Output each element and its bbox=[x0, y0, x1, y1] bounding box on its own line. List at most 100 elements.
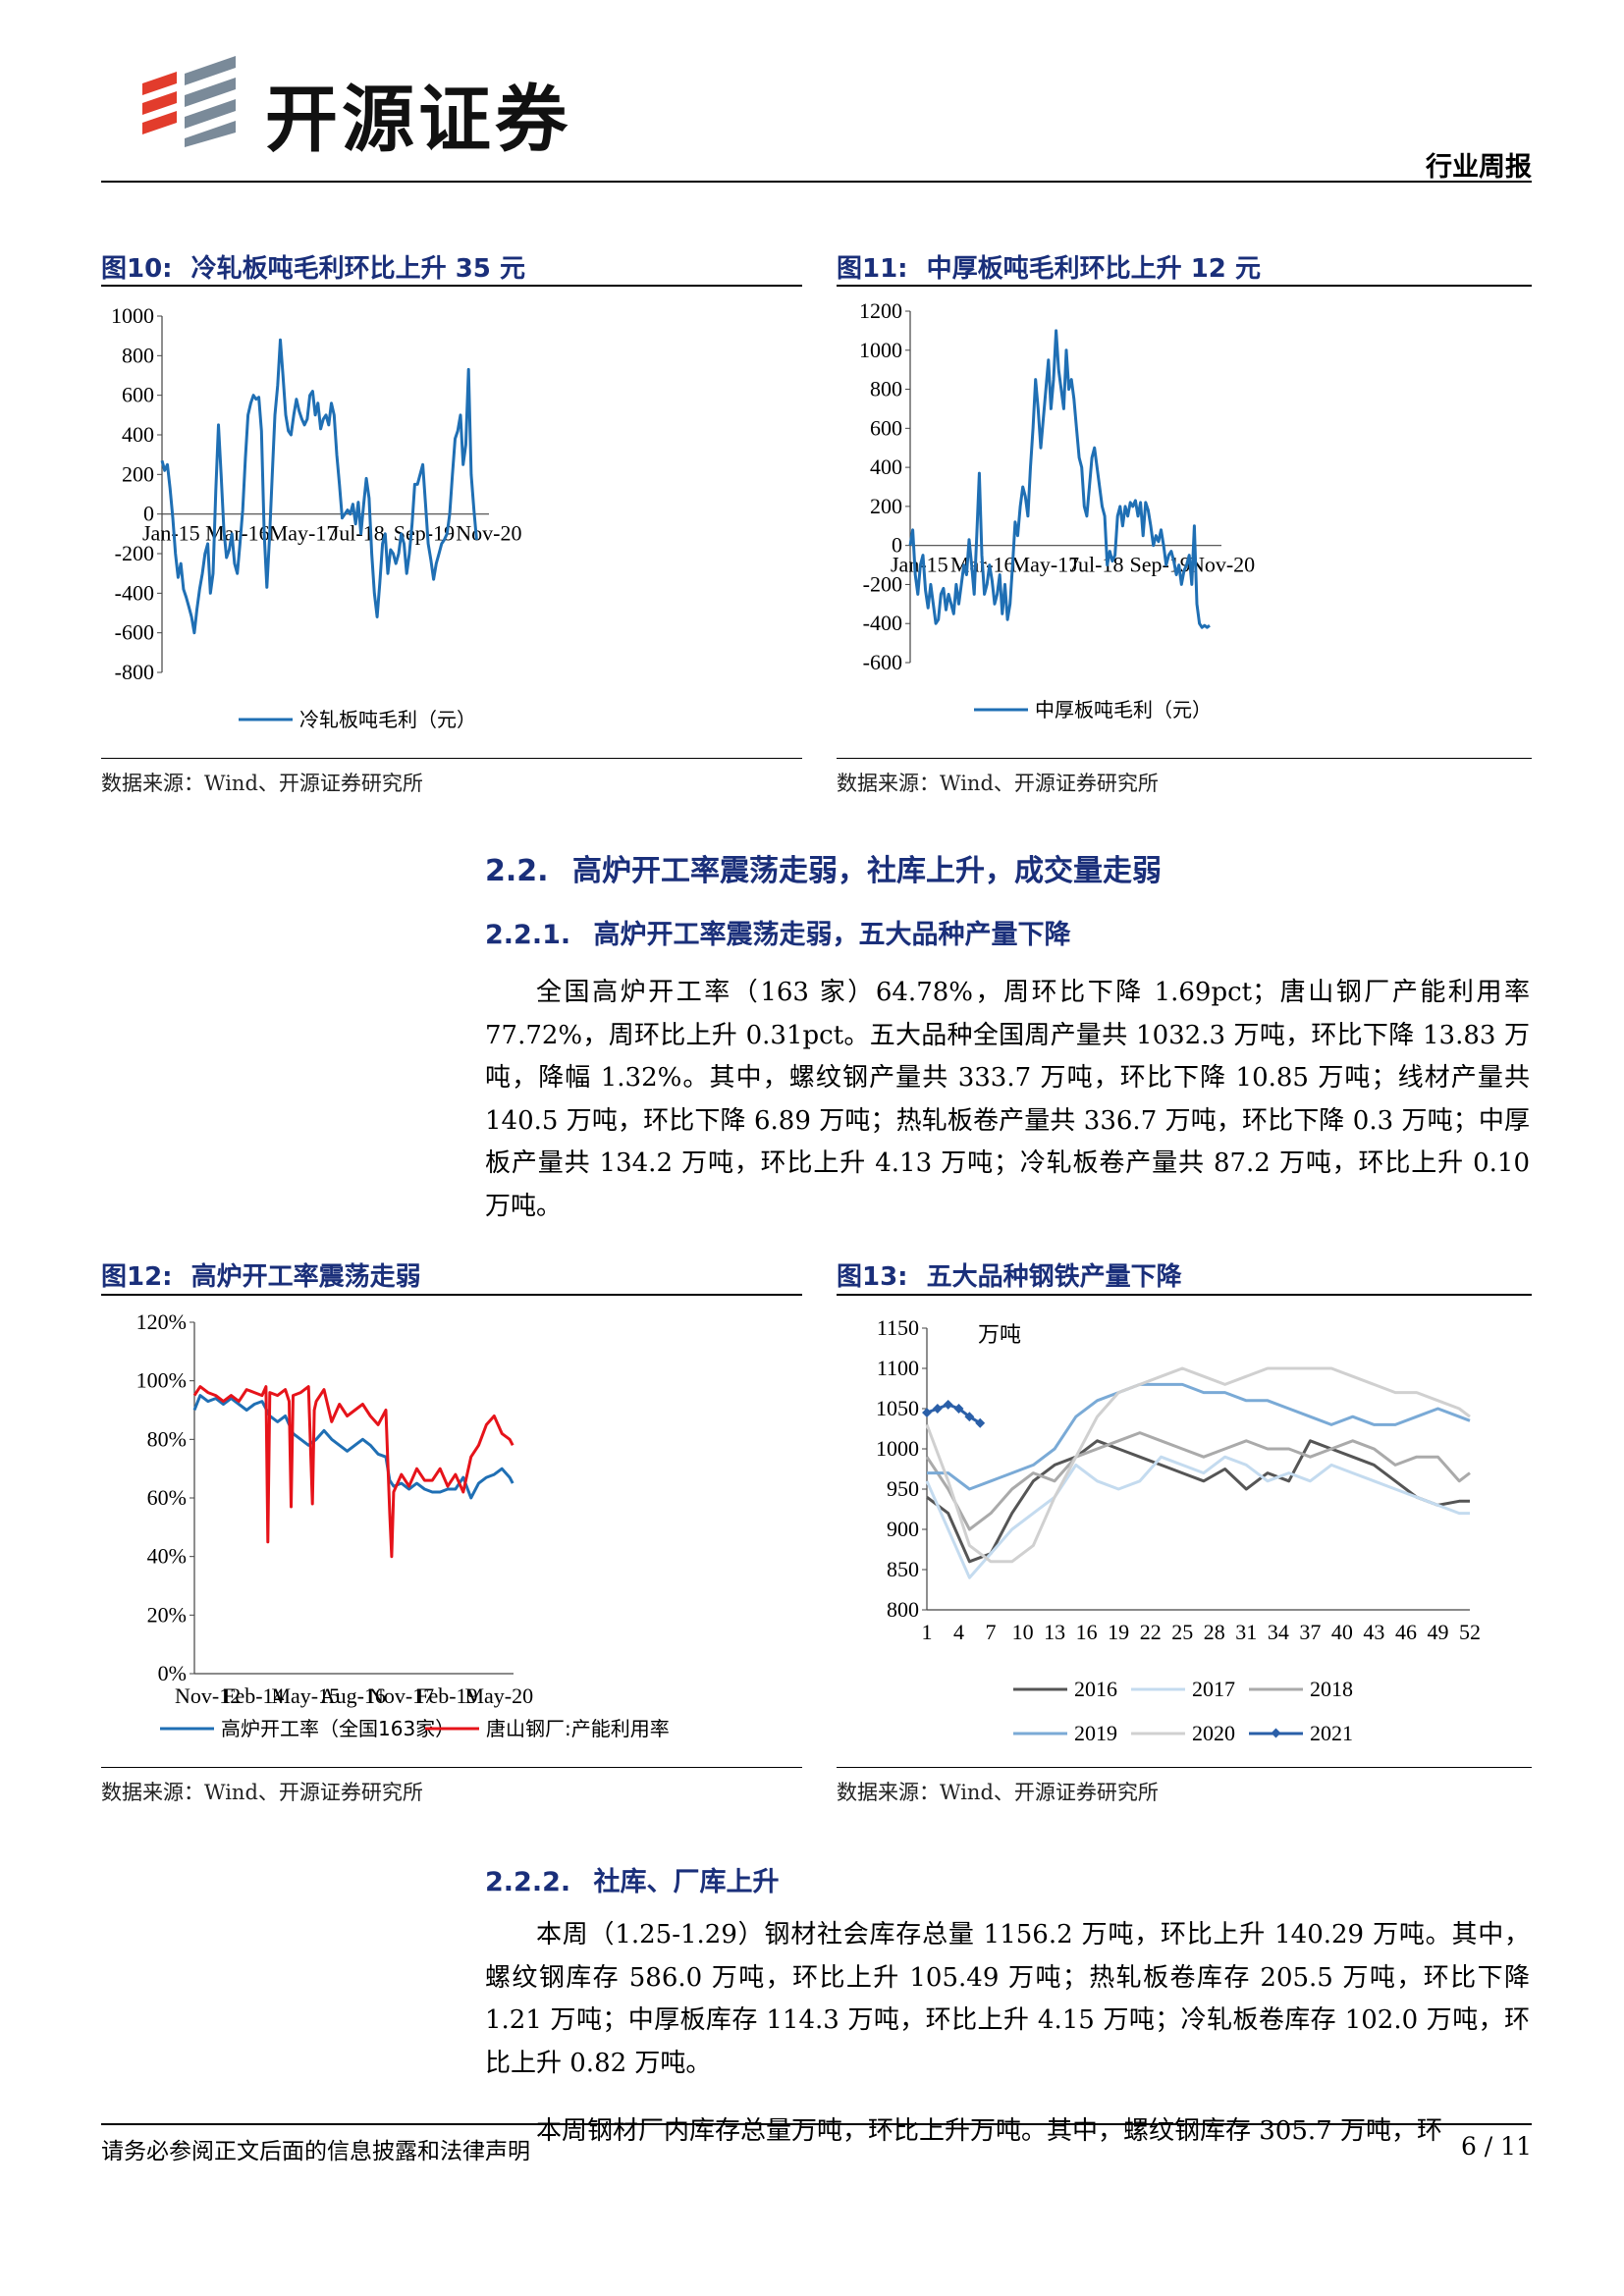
paragraph-text: 本周钢材厂内库存总量万吨，环比上升万吨。其中，螺纹钢库存 305.7 万吨，环 bbox=[536, 2116, 1442, 2146]
fig13-point bbox=[953, 1404, 964, 1414]
section-2-2-1-paragraph: 全国高炉开工率（163 家）64.78%，周环比下降 1.69pct；唐山钢厂产… bbox=[485, 972, 1530, 1228]
fig11-y-tick-label: -200 bbox=[863, 571, 902, 596]
fig11-y-tick-label: -400 bbox=[863, 611, 902, 635]
fig13-y-tick-label: 950 bbox=[887, 1476, 919, 1501]
section-2-2-2-title: 社库、厂库上升 bbox=[593, 1867, 780, 1897]
fig12-y-tick-label: 0% bbox=[158, 1661, 187, 1685]
logo-mark-icon bbox=[142, 56, 236, 147]
section-2-2-1-number: 2.2.1. bbox=[485, 920, 571, 950]
fig10-caption: 冷轧板吨毛利环比上升 35 元 bbox=[190, 254, 525, 284]
fig13-caption: 五大品种钢铁产量下降 bbox=[926, 1262, 1182, 1292]
fig13-point bbox=[943, 1399, 953, 1410]
fig12-x-tick-label: Aug-16 bbox=[320, 1683, 386, 1708]
fig12-y-tick-label: 40% bbox=[147, 1544, 187, 1569]
fig12-caption: 高炉开工率震荡走弱 bbox=[190, 1262, 421, 1292]
fig10-x-tick-label: Jan-15 bbox=[142, 521, 200, 546]
fig12-series-line-1 bbox=[192, 1385, 514, 1559]
fig12-y-tick-label: 60% bbox=[147, 1485, 187, 1510]
fig10-y-tick-label: -400 bbox=[115, 580, 154, 605]
header-rule bbox=[101, 181, 1532, 183]
paragraph-text: 全国高炉开工率（163 家）64.78%，周环比下降 1.69pct；唐山钢厂产… bbox=[485, 978, 1530, 1221]
report-type: 行业周报 bbox=[1426, 152, 1532, 183]
section-2-2-2-paragraph-2: 本周钢材厂内库存总量万吨，环比上升万吨。其中，螺纹钢库存 305.7 万吨，环 bbox=[485, 2110, 1530, 2154]
section-2-2-2-paragraph-1: 本周（1.25-1.29）钢材社会库存总量 1156.2 万吨，环比上升 140… bbox=[485, 1914, 1530, 2085]
fig13-legend-label: 2017 bbox=[1192, 1677, 1235, 1701]
section-2-2-1-heading: 2.2.1. 高炉开工率震荡走弱，五大品种产量下降 bbox=[485, 913, 1071, 951]
fig13-series-line-4 bbox=[925, 1366, 1471, 1564]
section-2-2-1-title: 高炉开工率震荡走弱，五大品种产量下降 bbox=[593, 920, 1071, 950]
fig12-source: 数据来源：Wind、开源证券研究所 bbox=[101, 1781, 423, 1804]
page-number: 6 / 11 bbox=[1460, 2132, 1532, 2161]
fig10-y-tick-label: 200 bbox=[122, 461, 154, 486]
fig13-y-tick-label: 1150 bbox=[877, 1315, 919, 1340]
fig11-legend-label: 中厚板吨毛利（元） bbox=[1035, 698, 1212, 721]
fig13-x-tick-label: 34 bbox=[1268, 1620, 1289, 1644]
section-2-2-2-number: 2.2.2. bbox=[485, 1867, 571, 1897]
fig13-title: 图13: 五大品种钢铁产量下降 bbox=[837, 1256, 1182, 1293]
brand-name: 开源证券 bbox=[265, 78, 571, 162]
fig13-series-line-2 bbox=[925, 1431, 1471, 1531]
section-2-2-number: 2.2. bbox=[485, 854, 549, 888]
fig10-legend-label: 冷轧板吨毛利（元） bbox=[299, 708, 476, 731]
fig13-y-tick-label: 900 bbox=[887, 1517, 919, 1541]
fig11-bottom-rule bbox=[837, 758, 1532, 759]
fig10-chart: 1000 800 600 400 200 0 -200 -400 -600 -800 Jan-15 M… bbox=[111, 303, 522, 731]
fig12-x-tick-label: Feb-19 bbox=[416, 1683, 477, 1708]
fig12-x-tick-label: May-15 bbox=[271, 1683, 340, 1708]
fig10-bottom-rule bbox=[101, 758, 802, 759]
fig12-number: 图12: bbox=[101, 1262, 173, 1292]
fig13-point bbox=[922, 1408, 932, 1418]
fig11-y-tick-label: -600 bbox=[863, 650, 902, 674]
fig13-x-tick-label: 7 bbox=[986, 1620, 997, 1644]
fig13-x-tick-label: 19 bbox=[1108, 1620, 1129, 1644]
fig13-x-tick-label: 31 bbox=[1235, 1620, 1257, 1644]
fig13-y-tick-label: 1100 bbox=[877, 1356, 919, 1380]
fig10-y-tick-label: 600 bbox=[122, 383, 154, 407]
fig11-y-tick-label: 1200 bbox=[859, 298, 902, 323]
fig10-y-tick-label: 400 bbox=[122, 422, 154, 447]
fig11-top-rule bbox=[837, 285, 1532, 287]
fig10-y-tick-label: -600 bbox=[115, 620, 154, 645]
fig11-y-tick-label: 0 bbox=[892, 533, 902, 558]
fig13-x-tick-label: 28 bbox=[1204, 1620, 1225, 1644]
fig13-x-tick-label: 16 bbox=[1076, 1620, 1098, 1644]
fig13-series-line-1 bbox=[925, 1455, 1470, 1579]
fig10-number: 图10: bbox=[101, 254, 173, 284]
fig13-bottom-rule bbox=[837, 1767, 1532, 1768]
fig13-legend-label: 2016 bbox=[1074, 1677, 1117, 1701]
fig13-number: 图13: bbox=[837, 1262, 908, 1292]
fig12-top-rule bbox=[101, 1294, 802, 1296]
fig12-bottom-rule bbox=[101, 1767, 802, 1768]
fig11-x-tick-label: May-17 bbox=[1011, 553, 1080, 577]
footer-rule bbox=[101, 2123, 1532, 2125]
fig12-x-tick-label: Feb-14 bbox=[223, 1683, 284, 1708]
fig13-x-tick-label: 22 bbox=[1140, 1620, 1162, 1644]
footer-disclaimer: 请务必参阅正文后面的信息披露和法律声明 bbox=[101, 2139, 530, 2164]
fig10-series-line-0 bbox=[160, 338, 478, 635]
fig10-x-tick-label: May-17 bbox=[269, 521, 338, 546]
fig13-x-tick-label: 25 bbox=[1171, 1620, 1193, 1644]
fig10-top-rule bbox=[101, 285, 802, 287]
fig11-y-tick-label: 800 bbox=[870, 377, 902, 401]
paragraph-text: 本周（1.25-1.29）钢材社会库存总量 1156.2 万吨，环比上升 140… bbox=[485, 1920, 1530, 2078]
fig10-y-tick-label: -200 bbox=[115, 541, 154, 565]
fig13-source: 数据来源：Wind、开源证券研究所 bbox=[837, 1781, 1159, 1804]
fig11-source: 数据来源：Wind、开源证券研究所 bbox=[837, 772, 1159, 795]
fig13-x-tick-label: 13 bbox=[1044, 1620, 1065, 1644]
fig13-legend-label: 2019 bbox=[1074, 1721, 1117, 1745]
fig13-legend-marker bbox=[1271, 1728, 1281, 1738]
section-2-2-2-heading: 2.2.2. 社库、厂库上升 bbox=[485, 1860, 780, 1898]
fig13-x-tick-label: 43 bbox=[1363, 1620, 1384, 1644]
fig12-title: 图12: 高炉开工率震荡走弱 bbox=[101, 1256, 421, 1293]
fig12-y-tick-label: 120% bbox=[136, 1309, 187, 1334]
fig10-y-tick-label: 1000 bbox=[111, 303, 154, 328]
fig13-x-tick-label: 52 bbox=[1459, 1620, 1481, 1644]
fig12-series-line-0 bbox=[192, 1394, 514, 1500]
fig12-legend-label: 唐山钢厂:产能利用率 bbox=[486, 1717, 670, 1740]
fig12-x-tick-label: Nov-12 bbox=[175, 1683, 241, 1708]
fig13-x-tick-label: 10 bbox=[1012, 1620, 1034, 1644]
fig11-series-line-0 bbox=[908, 329, 1211, 629]
fig11-title: 图11: 中厚板吨毛利环比上升 12 元 bbox=[837, 248, 1261, 285]
